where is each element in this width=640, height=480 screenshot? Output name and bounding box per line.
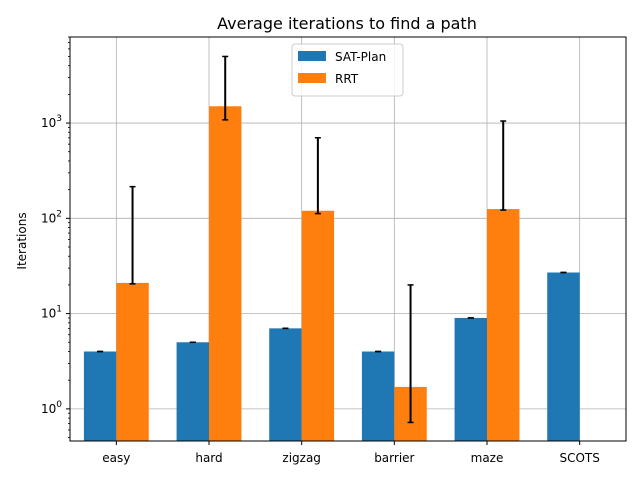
bar-sat-plan-zigzag bbox=[269, 328, 302, 441]
legend: SAT-Plan RRT bbox=[291, 43, 404, 97]
y-tick-label: 100 bbox=[41, 400, 62, 416]
bar-rrt-hard bbox=[209, 106, 242, 442]
grid bbox=[70, 37, 626, 441]
bars bbox=[83, 106, 580, 442]
bar-rrt-maze bbox=[487, 209, 520, 441]
y-tick-label: 103 bbox=[41, 114, 62, 130]
x-tick-label: barrier bbox=[374, 451, 414, 465]
bar-sat-plan-barrier bbox=[361, 351, 395, 441]
y-tick-label: 102 bbox=[41, 209, 62, 225]
bar-rrt-easy bbox=[116, 282, 149, 441]
y-tick-label: 101 bbox=[41, 305, 62, 321]
chart-title: Average iterations to find a path bbox=[217, 14, 477, 33]
y-axis-ticks: 100 101 102 103 bbox=[41, 36, 70, 438]
bar-sat-plan-hard bbox=[176, 342, 209, 441]
legend-swatch bbox=[298, 51, 326, 61]
x-tick-label: hard bbox=[195, 451, 222, 465]
x-axis-ticks: easy hard zigzag barrier maze SCOTS bbox=[102, 441, 600, 465]
legend-label: RRT bbox=[335, 72, 359, 86]
x-tick-label: maze bbox=[471, 451, 504, 465]
x-tick-label: SCOTS bbox=[559, 451, 599, 465]
bar-sat-plan-maze bbox=[454, 317, 487, 441]
y-axis-label: Iterations bbox=[15, 212, 29, 269]
bar-sat-plan-scots bbox=[547, 272, 580, 441]
error-bars bbox=[97, 55, 567, 424]
legend-swatch bbox=[298, 73, 326, 83]
legend-label: SAT-Plan bbox=[335, 50, 386, 64]
plot-area-frame bbox=[69, 36, 627, 442]
x-tick-label: zigzag bbox=[282, 451, 321, 465]
x-tick-label: easy bbox=[102, 451, 130, 465]
bar-rrt-zigzag bbox=[301, 210, 335, 441]
bar-sat-plan-easy bbox=[83, 351, 117, 441]
